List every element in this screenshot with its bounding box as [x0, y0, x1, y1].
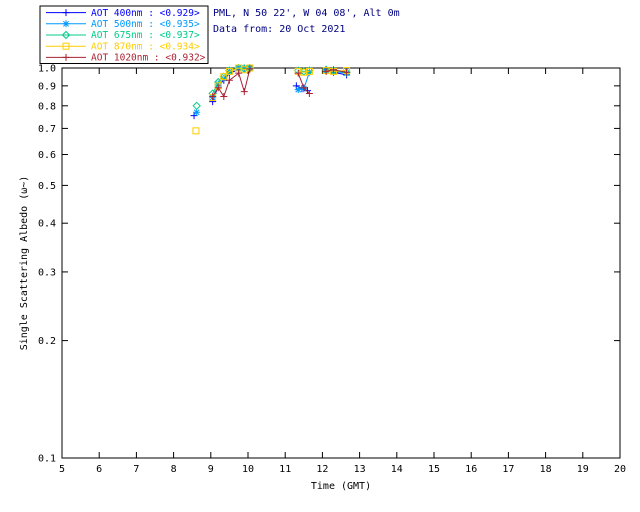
square-marker: [225, 67, 233, 75]
plus-marker: [330, 66, 338, 74]
data-series: [190, 63, 351, 135]
plus-marker: [300, 84, 308, 92]
y-tick-label: 0.8: [38, 101, 56, 112]
x-tick-label: 18: [540, 464, 552, 475]
x-tick-label: 12: [316, 464, 328, 475]
asterisk-marker: [214, 80, 222, 88]
x-tick-label: 15: [428, 464, 440, 475]
plus-marker: [305, 90, 313, 98]
x-tick-label: 5: [59, 464, 65, 475]
square-marker: [62, 42, 70, 50]
y-tick-label: 0.7: [38, 124, 56, 135]
y-tick-label: 0.2: [38, 336, 56, 347]
legend-item: AOT 870nm : <0.934>: [46, 41, 200, 52]
x-tick-label: 19: [577, 464, 589, 475]
y-tick-label: 0.9: [38, 81, 56, 92]
legend-item: AOT 500nm : <0.935>: [46, 19, 200, 30]
x-tick-label: 9: [208, 464, 214, 475]
x-tick-label: 13: [354, 464, 366, 475]
x-tick-label: 10: [242, 464, 254, 475]
asterisk-marker: [305, 68, 313, 76]
y-tick-label: 1.0: [38, 64, 56, 75]
legend: AOT 400nm : <0.929>AOT 500nm : <0.935>AO…: [39, 5, 209, 64]
plus-marker: [294, 69, 302, 77]
legend-item: AOT 675nm : <0.937>: [46, 30, 200, 41]
plus-marker: [62, 53, 70, 61]
plus-marker: [246, 65, 254, 73]
plus-marker: [322, 67, 330, 75]
x-axis-title: Time (GMT): [311, 481, 371, 492]
square-marker: [305, 67, 313, 75]
y-tick-label: 0.3: [38, 267, 56, 278]
plus-marker: [225, 76, 233, 84]
date-info: Data from: 20 Oct 2021: [213, 24, 345, 35]
plus-marker: [235, 69, 243, 77]
x-tick-label: 16: [465, 464, 477, 475]
legend-label: AOT 1020nm : <0.932>: [91, 53, 206, 64]
series-1020nm: [209, 65, 351, 101]
x-tick-label: 14: [391, 464, 403, 475]
legend-label: AOT 675nm : <0.937>: [91, 30, 200, 41]
x-tick-label: 11: [279, 464, 291, 475]
square-marker: [192, 127, 200, 135]
legend-label: AOT 500nm : <0.935>: [91, 19, 200, 30]
x-tick-label: 8: [171, 464, 177, 475]
square-marker: [220, 73, 228, 81]
plus-marker: [214, 84, 222, 92]
diamond-marker: [61, 30, 71, 40]
y-tick-label: 0.5: [38, 181, 56, 192]
asterisk-marker: [294, 86, 302, 94]
plus-marker: [209, 93, 217, 101]
asterisk-marker: [193, 108, 201, 116]
y-axis-title: Single Scattering Albedo (ω~): [19, 176, 30, 351]
plus-marker: [220, 93, 228, 101]
x-tick-label: 7: [133, 464, 139, 475]
y-tick-label: 0.6: [38, 150, 56, 161]
y-tick-label: 0.4: [38, 219, 56, 230]
asterisk-marker: [220, 74, 228, 82]
y-tick-label: 0.1: [38, 454, 56, 465]
site-info: PML, N 50 22', W 04 08', Alt 0m: [213, 8, 400, 19]
diamond-marker: [192, 101, 201, 111]
plus-marker: [343, 68, 351, 76]
axes: 5 6 7 8 9 10 11 12 13 14 15 16 17 18 19 20 0.1 0.2 0.3 0.4 0…: [38, 64, 626, 476]
legend-label: AOT 400nm : <0.929>: [91, 8, 200, 19]
legend-label: AOT 870nm : <0.934>: [91, 41, 200, 52]
asterisk-marker: [62, 20, 70, 28]
legend-item: AOT 1020nm : <0.932>: [46, 53, 206, 64]
x-tick-label: 17: [502, 464, 514, 475]
plot-frame: [61, 67, 621, 459]
plus-marker: [240, 88, 248, 96]
plus-marker: [62, 9, 70, 17]
asterisk-marker: [240, 64, 248, 72]
x-tick-label: 20: [614, 464, 626, 475]
legend-item: AOT 400nm : <0.929>: [46, 8, 200, 19]
legend-box: [39, 5, 209, 64]
series-870nm: [192, 64, 351, 135]
x-tick-label: 6: [96, 464, 102, 475]
